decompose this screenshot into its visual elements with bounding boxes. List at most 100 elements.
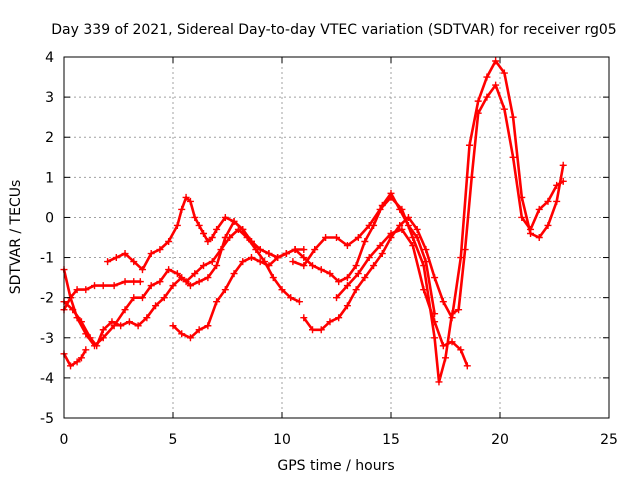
data-point: [147, 282, 155, 290]
data-point: [311, 246, 319, 254]
data-point: [500, 105, 508, 113]
x-tick-label: 15: [382, 432, 400, 448]
data-point: [204, 274, 212, 282]
data-point: [274, 254, 282, 262]
data-point: [396, 221, 404, 229]
data-point: [104, 258, 112, 266]
data-point: [365, 254, 373, 262]
data-point: [186, 282, 194, 290]
data-point: [178, 330, 186, 338]
data-point: [165, 238, 173, 246]
series-trace: [291, 83, 565, 384]
data-point: [256, 246, 264, 254]
data-point: [361, 238, 369, 246]
data-point: [200, 229, 208, 237]
data-point: [86, 334, 94, 342]
data-point: [195, 326, 203, 334]
data-point: [544, 221, 552, 229]
data-point: [165, 266, 173, 274]
data-point: [422, 246, 430, 254]
data-point: [77, 318, 85, 326]
data-point: [91, 282, 99, 290]
data-point: [278, 286, 286, 294]
data-point: [256, 258, 264, 266]
data-point: [322, 234, 330, 241]
data-point: [289, 258, 297, 266]
data-point: [335, 314, 343, 322]
data-point: [213, 298, 221, 306]
data-point: [195, 221, 203, 229]
data-point: [130, 258, 138, 266]
data-point: [204, 238, 212, 246]
y-tick-label: -1: [40, 251, 54, 267]
series-trace: [62, 228, 301, 348]
data-point: [326, 318, 334, 326]
data-point: [448, 310, 456, 318]
data-point: [420, 286, 428, 294]
y-tick-label: 2: [45, 130, 54, 146]
data-point: [535, 205, 543, 213]
x-tick-label: 25: [600, 432, 618, 448]
data-point: [121, 306, 129, 314]
data-point: [247, 238, 255, 246]
series-trace: [62, 220, 297, 348]
data-point: [483, 93, 491, 101]
data-point: [247, 254, 255, 262]
data-point: [282, 250, 290, 258]
data-point: [376, 242, 384, 250]
data-point: [117, 322, 125, 330]
data-point: [413, 225, 421, 233]
series-trace: [106, 196, 306, 271]
y-tick-label: -5: [40, 411, 54, 427]
data-point: [147, 250, 155, 258]
data-point: [221, 286, 229, 294]
x-tick-label: 20: [491, 432, 509, 448]
data-point: [326, 270, 334, 278]
data-point: [387, 229, 395, 237]
data-point: [121, 278, 129, 286]
data-point: [435, 378, 443, 386]
data-point: [200, 262, 208, 270]
data-point: [130, 278, 138, 286]
data-point: [191, 213, 199, 221]
x-axis-label: GPS time / hours: [277, 458, 394, 474]
data-point: [335, 278, 343, 286]
data-point: [370, 262, 378, 270]
data-point: [317, 266, 325, 274]
data-point: [143, 314, 151, 322]
axis-ticks: 0 5 10 15 20 25 -5 -4 -3 -2 -1 0 1 2 3 4: [40, 50, 618, 448]
data-point: [121, 250, 129, 258]
data-point: [544, 197, 552, 205]
data-point: [182, 193, 190, 201]
y-tick-label: -2: [40, 291, 54, 307]
data-point: [99, 326, 107, 334]
data-point: [387, 193, 395, 201]
data-point: [376, 205, 384, 213]
x-tick-label: 0: [60, 432, 69, 448]
data-point: [138, 294, 146, 302]
data-point: [178, 274, 186, 282]
data-point: [500, 69, 508, 77]
y-tick-label: 1: [45, 170, 54, 186]
data-point: [300, 254, 308, 262]
data-point: [77, 354, 85, 362]
data-point: [73, 358, 81, 366]
data-point: [221, 234, 229, 241]
y-tick-label: 4: [45, 50, 54, 66]
data-point: [265, 250, 273, 258]
data-point: [378, 250, 386, 258]
data-point: [431, 334, 439, 342]
data-point: [439, 298, 447, 306]
data-point: [108, 318, 116, 326]
data-point: [173, 221, 181, 229]
data-point: [300, 246, 308, 254]
data-point: [134, 322, 142, 330]
data-point: [300, 314, 308, 322]
data-point: [309, 262, 317, 270]
data-point: [287, 294, 295, 302]
data-point: [156, 246, 164, 254]
data-point: [208, 234, 216, 241]
y-axis-label: SDTVAR / TECUs: [8, 180, 24, 295]
data-point: [354, 270, 362, 278]
